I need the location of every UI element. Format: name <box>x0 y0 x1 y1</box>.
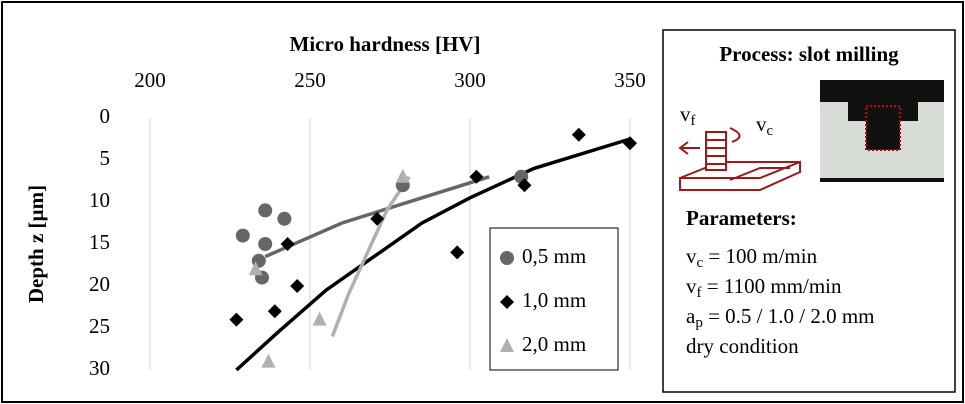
y-tick-label: 15 <box>89 230 110 254</box>
subscript: p <box>695 315 703 331</box>
x-tick-label: 200 <box>134 68 166 92</box>
parameter: dry condition <box>686 334 799 358</box>
point <box>290 279 305 293</box>
x-axis-title: Micro hardness [HV] <box>290 32 481 56</box>
point <box>370 211 385 226</box>
parameter-value: = 100 m/min <box>703 244 817 268</box>
y-tick-label: 10 <box>89 188 110 212</box>
point <box>517 178 532 193</box>
legend-box <box>489 227 619 371</box>
panel-title: Process: slot milling <box>719 42 899 66</box>
x-tick-label: 250 <box>294 68 326 92</box>
legend-label: 0,5 mm <box>522 244 586 268</box>
x-tick-label: 350 <box>614 68 646 92</box>
point <box>229 312 244 327</box>
symbol: v <box>686 274 697 298</box>
point <box>277 211 292 226</box>
parameter: vf = 1100 mm/min <box>686 274 842 302</box>
legend-label: 1,0 mm <box>522 288 586 312</box>
sample-photo <box>820 80 944 182</box>
y-tick-label: 25 <box>89 314 110 338</box>
process-panel <box>662 29 956 393</box>
trend-line <box>264 175 490 259</box>
parameter: vc = 100 m/min <box>686 244 818 272</box>
legend-label: 2,0 mm <box>522 332 586 356</box>
parameter-value: = 0.5 / 1.0 / 2.0 mm <box>703 304 875 328</box>
parameter-value: = 1100 mm/min <box>702 274 842 298</box>
symbol: a <box>686 304 696 328</box>
point <box>280 237 295 251</box>
point <box>248 261 263 276</box>
symbol-label: vf <box>680 102 696 130</box>
symbol: v <box>680 102 691 126</box>
trend-line <box>330 175 411 338</box>
y-axis-title: Depth z [µm] <box>24 185 48 303</box>
point <box>235 228 250 243</box>
point <box>450 245 465 260</box>
x-tick-label: 300 <box>454 68 486 92</box>
symbol: v <box>686 244 697 268</box>
point <box>258 203 273 218</box>
subscript: f <box>691 113 696 129</box>
point <box>395 168 410 183</box>
legend-marker <box>500 295 514 309</box>
y-tick-label: 30 <box>89 356 110 380</box>
point <box>267 304 282 319</box>
subscript: f <box>697 285 702 301</box>
y-tick-label: 20 <box>89 272 110 296</box>
point <box>469 169 484 184</box>
legend-marker <box>500 251 514 265</box>
point <box>261 353 276 368</box>
y-tick-label: 5 <box>100 146 111 170</box>
symbol: dry condition <box>686 334 799 358</box>
point <box>258 237 273 251</box>
point <box>623 136 637 151</box>
parameter: ap = 0.5 / 1.0 / 2.0 mm <box>686 304 875 332</box>
point <box>571 127 586 142</box>
point <box>312 311 327 326</box>
y-tick-label: 0 <box>100 104 111 128</box>
subscript: c <box>767 123 774 139</box>
symbol-label: vc <box>756 112 774 140</box>
parameters-title: Parameters: <box>686 206 797 230</box>
milling-sketch <box>678 127 801 191</box>
legend-marker <box>500 338 514 352</box>
symbol: v <box>756 112 767 136</box>
subscript: c <box>697 255 704 271</box>
